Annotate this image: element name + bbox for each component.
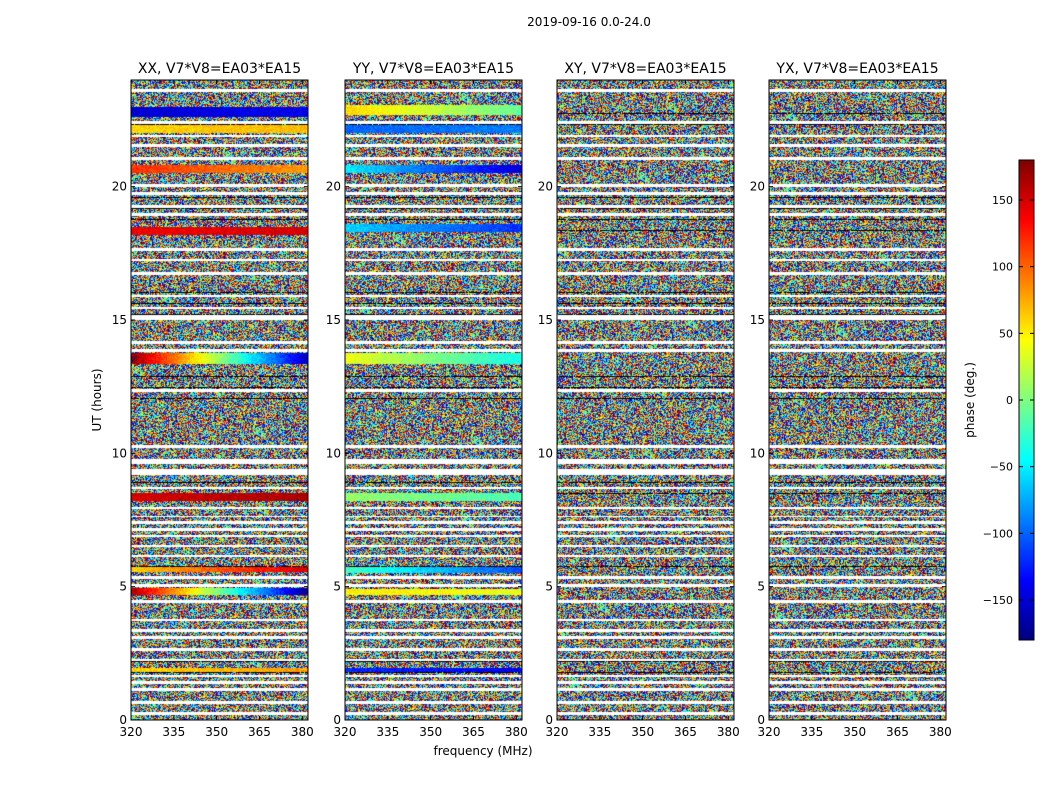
y-tick-label: 10 xyxy=(750,446,765,460)
colorbar-tick-label: 50 xyxy=(999,327,1013,340)
colorbar: 150 100 50 0 −50 −100 −150 phase (deg.) xyxy=(963,159,1035,641)
heatmap-image xyxy=(131,80,308,720)
y-tick-label: 10 xyxy=(112,446,127,460)
x-tick-label: 320 xyxy=(546,725,569,739)
x-axis-label: frequency (MHz) xyxy=(433,744,532,758)
y-tick-label: 0 xyxy=(119,713,127,727)
x-tick-label: 365 xyxy=(248,725,271,739)
x-tick-label: 365 xyxy=(886,725,909,739)
heatmap-image xyxy=(769,80,946,720)
colorbar-tick-label: 100 xyxy=(992,261,1013,274)
colorbar-tick-label: −100 xyxy=(983,527,1013,540)
colorbar-label: phase (deg.) xyxy=(963,362,977,438)
colorbar-tick-label: −50 xyxy=(990,461,1013,474)
panel-title: YX, V7*V8=EA03*EA15 xyxy=(775,61,938,77)
plot-frame xyxy=(556,79,735,721)
y-tick-label: 15 xyxy=(112,313,127,327)
y-tick-label: 20 xyxy=(326,180,341,194)
plot-frame xyxy=(344,79,523,721)
heatmap-canvas xyxy=(557,80,734,720)
heatmap-canvas xyxy=(131,80,308,720)
x-tick-label: 350 xyxy=(205,725,228,739)
colorbar-tick-label: 150 xyxy=(992,194,1013,207)
panel-title: XY, V7*V8=EA03*EA15 xyxy=(564,61,726,77)
panel-3: YX, V7*V8=EA03*EA15 320 335 350 365 380 0 5 10 15… xyxy=(750,61,952,739)
x-tick-label: 335 xyxy=(588,725,611,739)
x-tick-label: 380 xyxy=(717,725,740,739)
x-tick-label: 350 xyxy=(631,725,654,739)
panels: XX, V7*V8=EA03*EA15 320 335 350 365 380 0 5 10 15… xyxy=(112,61,952,739)
colorbar-tick-label: 0 xyxy=(1006,394,1013,407)
panel-title: YY, V7*V8=EA03*EA15 xyxy=(352,61,514,77)
y-tick-label: 0 xyxy=(757,713,765,727)
heatmap-image xyxy=(557,80,734,720)
x-tick-label: 350 xyxy=(843,725,866,739)
x-tick-label: 365 xyxy=(674,725,697,739)
panel-title: XX, V7*V8=EA03*EA15 xyxy=(138,61,301,77)
y-axis-label: UT (hours) xyxy=(90,368,104,431)
y-tick-label: 5 xyxy=(757,580,765,594)
panel-0: XX, V7*V8=EA03*EA15 320 335 350 365 380 0 5 10 15… xyxy=(112,61,314,739)
y-tick-label: 15 xyxy=(326,313,341,327)
y-tick-label: 20 xyxy=(750,180,765,194)
x-tick-label: 320 xyxy=(120,725,143,739)
y-tick-label: 0 xyxy=(333,713,341,727)
x-tick-label: 380 xyxy=(929,725,952,739)
x-tick-label: 380 xyxy=(291,725,314,739)
x-tick-label: 320 xyxy=(758,725,781,739)
y-tick-label: 20 xyxy=(112,180,127,194)
colorbar-ticks: 150 100 50 0 −50 −100 −150 xyxy=(983,194,1034,607)
x-tick-label: 335 xyxy=(376,725,399,739)
y-tick-label: 15 xyxy=(538,313,553,327)
x-tick-label: 380 xyxy=(505,725,528,739)
y-tick-label: 10 xyxy=(326,446,341,460)
heatmap-image xyxy=(345,80,522,720)
panel-1: YY, V7*V8=EA03*EA15 320 335 350 365 380 0 5 10 15… xyxy=(326,61,528,739)
y-tick-label: 5 xyxy=(333,580,341,594)
y-tick-label: 5 xyxy=(119,580,127,594)
x-tick-label: 365 xyxy=(462,725,485,739)
heatmap-canvas xyxy=(345,80,522,720)
heatmap-canvas xyxy=(769,80,946,720)
plot-frame xyxy=(130,79,309,721)
y-tick-label: 20 xyxy=(538,180,553,194)
x-tick-label: 320 xyxy=(334,725,357,739)
colorbar-tick-label: −150 xyxy=(983,594,1013,607)
x-tick-label: 335 xyxy=(162,725,185,739)
x-tick-label: 335 xyxy=(800,725,823,739)
y-tick-label: 10 xyxy=(538,446,553,460)
figure-suptitle: 2019-09-16 0.0-24.0 xyxy=(527,15,651,29)
x-tick-label: 350 xyxy=(419,725,442,739)
y-tick-label: 5 xyxy=(545,580,553,594)
plot-frame xyxy=(768,79,947,721)
y-tick-label: 15 xyxy=(750,313,765,327)
y-tick-label: 0 xyxy=(545,713,553,727)
panel-2: XY, V7*V8=EA03*EA15 320 335 350 365 380 0 5 10 15… xyxy=(538,61,740,739)
